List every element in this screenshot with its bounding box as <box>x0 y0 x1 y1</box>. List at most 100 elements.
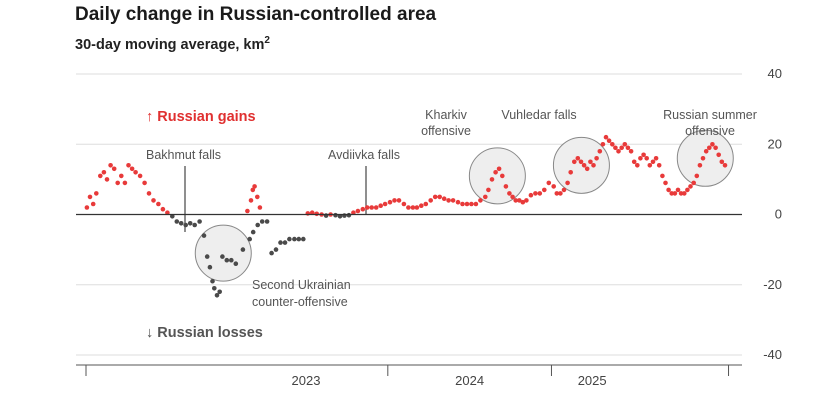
data-point <box>183 222 188 228</box>
data-point <box>247 236 252 242</box>
data-point <box>619 145 624 151</box>
data-point <box>653 156 659 161</box>
data-point <box>672 191 678 196</box>
data-point <box>217 289 222 295</box>
data-point <box>722 163 728 168</box>
data-point <box>635 163 640 168</box>
data-point <box>126 163 131 168</box>
data-point <box>432 194 438 200</box>
data-point <box>455 199 461 205</box>
data-point <box>700 156 706 161</box>
data-point <box>387 199 393 205</box>
data-point <box>496 166 502 172</box>
data-point <box>101 170 107 175</box>
data-point <box>197 219 202 224</box>
y-tick-label: -40 <box>763 347 782 362</box>
data-point <box>486 187 491 193</box>
data-point <box>201 233 207 238</box>
data-point <box>584 166 590 172</box>
data-point <box>533 191 538 196</box>
data-point <box>333 212 338 218</box>
data-point <box>437 194 443 200</box>
data-point <box>248 198 254 203</box>
data-point <box>625 145 631 151</box>
y-tick-label: 20 <box>768 136 782 151</box>
y-tick-label: 40 <box>768 66 782 81</box>
data-point <box>94 191 99 196</box>
data-point <box>212 286 217 291</box>
data-point <box>656 163 662 168</box>
data-point <box>697 163 703 168</box>
data-point <box>392 198 397 203</box>
data-point <box>441 196 447 201</box>
data-point <box>254 194 260 200</box>
y-tick-label: -20 <box>763 277 782 292</box>
data-point <box>561 187 567 193</box>
data-point <box>591 163 596 168</box>
data-point <box>588 159 593 165</box>
data-point <box>707 145 712 151</box>
data-point <box>301 236 306 242</box>
annotation-summer-line2: offensive <box>685 124 735 138</box>
data-point <box>84 205 90 210</box>
data-point <box>478 198 483 203</box>
data-point <box>364 205 370 210</box>
data-point <box>647 163 653 168</box>
highlight-circle <box>468 147 526 205</box>
data-point <box>396 198 402 203</box>
data-point <box>703 149 709 154</box>
data-point <box>156 201 161 207</box>
data-point <box>115 180 120 186</box>
data-point <box>628 149 634 154</box>
data-point <box>351 210 356 215</box>
data-point <box>675 187 681 193</box>
data-point <box>489 177 495 182</box>
x-tick-label: 2023 <box>292 373 321 388</box>
data-point <box>250 229 256 235</box>
data-point <box>644 156 649 161</box>
annotation-summer-line1: Russian summer <box>663 108 757 122</box>
data-point <box>450 198 456 203</box>
data-point <box>660 173 665 179</box>
annotation-ukrainian-line2: counter-offensive <box>252 295 348 309</box>
annotation-leaders <box>184 166 367 232</box>
data-point <box>255 222 260 228</box>
data-point <box>446 198 451 203</box>
data-point <box>600 142 606 147</box>
data-point <box>428 198 434 203</box>
data-point <box>282 240 288 245</box>
data-point <box>229 257 234 263</box>
data-point <box>410 205 416 210</box>
annotation-ukrainian-line1: Second Ukrainian <box>252 278 351 292</box>
data-point <box>146 191 152 196</box>
data-point <box>419 203 424 208</box>
data-point <box>578 159 584 165</box>
data-point <box>214 293 220 298</box>
data-point <box>360 206 366 212</box>
data-point <box>192 222 197 228</box>
annotation-bakhmut: Bakhmut falls <box>146 148 221 162</box>
data-point <box>565 180 570 186</box>
data-point <box>688 184 693 189</box>
data-point <box>460 201 465 207</box>
data-point <box>174 219 180 224</box>
data-point <box>551 184 556 189</box>
data-point <box>378 203 384 208</box>
data-point <box>309 210 315 215</box>
annotation-vuhledar: Vuhledar falls <box>501 108 576 122</box>
x-axis: 2023 2024 2025 <box>76 364 742 388</box>
data-point <box>296 236 302 242</box>
x-tick-label: 2025 <box>578 373 607 388</box>
data-point <box>259 219 265 224</box>
data-point <box>719 159 725 165</box>
data-point <box>337 214 343 219</box>
gridlines <box>76 73 742 356</box>
data-point <box>603 134 609 140</box>
annotation-kharkiv-line1: Kharkiv <box>425 108 467 122</box>
data-point <box>473 201 479 207</box>
data-point <box>287 236 292 242</box>
data-point <box>716 152 721 158</box>
data-point <box>493 170 498 175</box>
data-point <box>278 240 283 245</box>
data-point <box>528 192 534 198</box>
